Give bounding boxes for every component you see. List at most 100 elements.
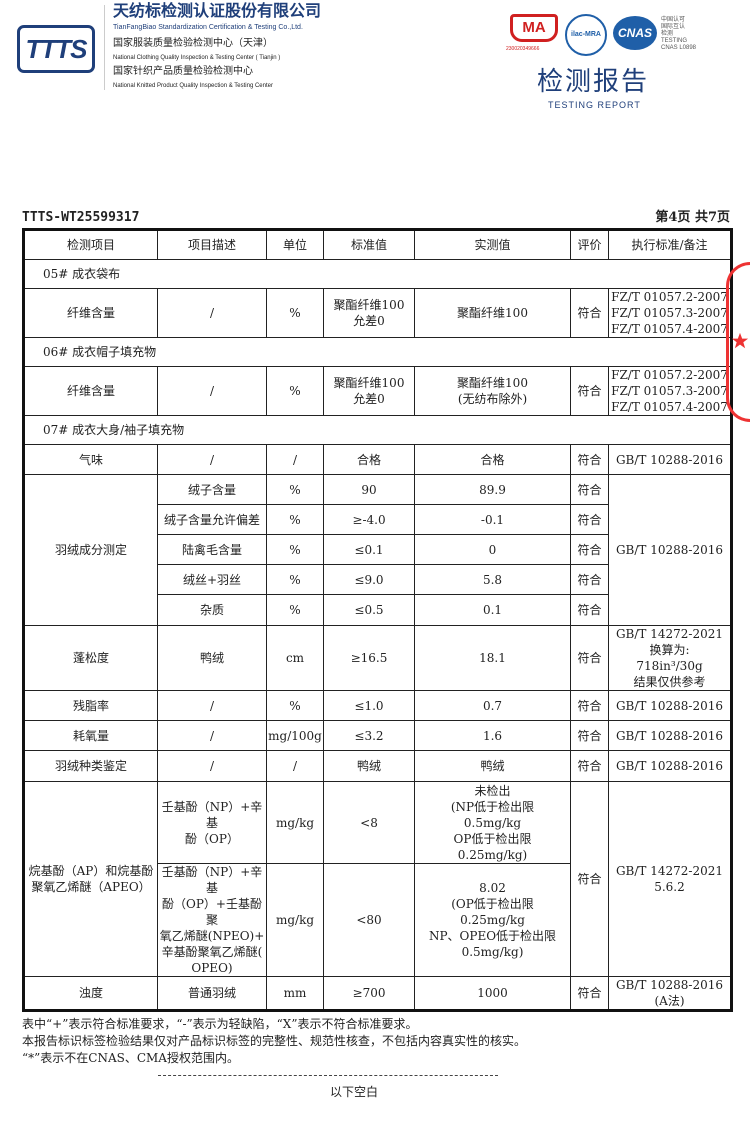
down-group-label: 羽绒成分测定 — [23, 474, 158, 626]
cell: mg/100g — [266, 720, 324, 751]
table-row: 羽绒种类鉴定 / / 鸭绒 鸭绒 符合 GB/T 10288-2016 — [23, 750, 732, 782]
cell: mm — [266, 976, 324, 1011]
cell: / — [157, 720, 267, 751]
cell: 8.02 (OP低于检出限 0.25mg/kg NP、OPEO低于检出限 0.5… — [414, 863, 571, 977]
cell: 5.8 — [414, 564, 571, 595]
cell: 绒丝+羽丝 — [157, 564, 267, 595]
apeo-group-label: 烷基酚（AP）和烷基酚 聚氧乙烯醚（APEO） — [23, 781, 158, 977]
cell: % — [266, 366, 324, 416]
table-row: 纤维含量 /% 聚酯纤维100 允差0 聚酯纤维100 (无纺布除外) 符合 FZ/T 0… — [23, 366, 732, 416]
cell: % — [266, 474, 324, 505]
cma-number: 230020349666 — [506, 46, 540, 52]
cell: 未检出 (NP低于检出限 0.5mg/kg OP低于检出限 0.25mg/kg) — [414, 781, 571, 864]
cell: FZ/T 01057.2-2007 FZ/T 01057.3-2007 FZ/T… — [608, 366, 732, 416]
cell: 绒子含量允许偏差 — [157, 504, 267, 535]
cell: ≤0.5 — [323, 594, 415, 626]
cell: mg/kg — [266, 863, 324, 977]
cell: GB/T 10288-2016 — [608, 444, 732, 475]
cell: / — [266, 750, 324, 782]
col-header: 评价 — [570, 229, 609, 260]
cell: GB/T 10288-2016 (A法) — [608, 976, 732, 1011]
cell: 鸭绒 — [414, 750, 571, 782]
table-row: 纤维含量 /% 聚酯纤维100 允差0 聚酯纤维100 符合 FZ/T 01057.2-2… — [23, 288, 732, 338]
cell: 符合 — [570, 504, 609, 535]
cell: FZ/T 01057.2-2007 FZ/T 01057.3-2007 FZ/T… — [608, 288, 732, 338]
center1-en: National Clothing Quality Inspection & T… — [113, 55, 281, 61]
col-header: 实测值 — [414, 229, 571, 260]
col-header: 项目描述 — [157, 229, 267, 260]
apeo-evaluation: 符合 — [570, 781, 609, 977]
cell: 羽绒种类鉴定 — [23, 750, 158, 782]
notes: 表中“+”表示符合标准要求，“-”表示为轻缺陷，“X”表示不符合标准要求。 本报… — [22, 1016, 730, 1067]
cell: 气味 — [23, 444, 158, 475]
divider — [104, 5, 105, 90]
report-title: 检测报告 — [537, 66, 650, 96]
cell: / — [157, 288, 267, 338]
table-row: 耗氧量 / mg/100g ≤3.2 1.6 符合 GB/T 10288-2016 — [23, 720, 732, 751]
table-row: 气味 / / 合格 合格 符合 GB/T 10288-2016 — [23, 444, 732, 475]
cell: 耗氧量 — [23, 720, 158, 751]
table-row: 残脂率 /% ≤1.0 0.7 符合 GB/T 10288-2016 — [23, 690, 732, 721]
cell: GB/T 10288-2016 — [608, 720, 732, 751]
report-number: TTTS-WT25599317 — [22, 210, 140, 225]
company-name-en: TianFangBiao Standardization Certificati… — [113, 24, 303, 31]
cell: cm — [266, 625, 324, 691]
cell: 符合 — [570, 444, 609, 475]
cell: 壬基酚（NP）+辛基 酚（OP）+壬基酚聚 氧乙烯醚(NPEO)+ 辛基酚聚氧乙… — [157, 863, 267, 977]
cell: 杂质 — [157, 594, 267, 626]
table-row: 蓬松度 鸭绒 cm ≥16.5 18.1 符合 GB/T 14272-2021 换算为: 7… — [23, 625, 732, 691]
cell: <80 — [323, 863, 415, 977]
cell: 聚酯纤维100 — [414, 288, 571, 338]
cell: 陆禽毛含量 — [157, 534, 267, 565]
table-row: 杂质% ≤0.5 0.1 符合 — [24, 594, 732, 626]
cell: 绒子含量 — [157, 474, 267, 505]
down-standard: GB/T 10288-2016 — [608, 474, 732, 626]
note: “*”表示不在CNAS、CMA授权范围内。 — [22, 1051, 239, 1065]
cell: ≤9.0 — [323, 564, 415, 595]
cell: 符合 — [570, 564, 609, 595]
cell: / — [266, 444, 324, 475]
cell: <8 — [323, 781, 415, 864]
cell: / — [157, 444, 267, 475]
cell: 90 — [323, 474, 415, 505]
cell: 浊度 — [23, 976, 158, 1011]
cell: 聚酯纤维100 允差0 — [323, 366, 415, 416]
end-divider — [158, 1075, 498, 1076]
cell: % — [266, 564, 324, 595]
cell: ≤0.1 — [323, 534, 415, 565]
table-row: 壬基酚（NP）+辛基 酚（OP）+壬基酚聚 氧乙烯醚(NPEO)+ 辛基酚聚氧乙… — [24, 863, 732, 977]
company-name-cn: 天纺标检测认证股份有限公司 — [113, 3, 322, 20]
cell: 符合 — [570, 534, 609, 565]
table-row: 烷基酚（AP）和烷基酚 聚氧乙烯醚（APEO） 壬基酚（NP）+辛基 酚（OP）… — [23, 781, 732, 977]
cell: % — [266, 534, 324, 565]
cell: GB/T 10288-2016 — [608, 750, 732, 782]
table-row: 羽绒成分测定 绒子含量 % 90 89.9 符合 GB/T 10288-2016 — [23, 474, 732, 626]
report-body: 检测项目 项目描述 单位 标准值 实测值 评价 执行标准/备注 05# 成衣袋布… — [22, 228, 733, 1100]
cell: 蓬松度 — [23, 625, 158, 691]
cell: 聚酯纤维100 允差0 — [323, 288, 415, 338]
note: 本报告标识标签检验结果仅对产品标识标签的完整性、规范性核查，不包括内容真实性的核… — [22, 1034, 527, 1048]
cell: 合格 — [414, 444, 571, 475]
cell: 壬基酚（NP）+辛基 酚（OP） — [157, 781, 267, 864]
cell: 0.7 — [414, 690, 571, 721]
cell: mg/kg — [266, 781, 324, 864]
cnas-logo: CNAS — [613, 16, 657, 50]
note: 表中“+”表示符合标准要求，“-”表示为轻缺陷，“X”表示不符合标准要求。 — [22, 1017, 418, 1031]
cell: / — [157, 690, 267, 721]
cell: ≤1.0 — [323, 690, 415, 721]
center2-cn: 国家针织产品质量检验检测中心 — [113, 66, 253, 77]
cell: / — [157, 366, 267, 416]
cell: 鸭绒 — [323, 750, 415, 782]
table-row: 陆禽毛含量% ≤0.1 0 符合 — [24, 534, 732, 565]
cell: GB/T 14272-2021 换算为: 718in³/30g 结果仅供参考 — [608, 625, 732, 691]
cell: 纤维含量 — [23, 288, 158, 338]
test-results-table: 检测项目 项目描述 单位 标准值 实测值 评价 执行标准/备注 05# 成衣袋布… — [22, 228, 733, 1012]
cnas-text: 中国认可 国际互认 检测 TESTING CNAS L0898 — [661, 17, 697, 51]
cell: 鸭绒 — [157, 625, 267, 691]
cell: / — [157, 750, 267, 782]
cell: % — [266, 504, 324, 535]
cell: 聚酯纤维100 (无纺布除外) — [414, 366, 571, 416]
section-06: 06# 成衣帽子填充物 — [23, 337, 732, 367]
section-07: 07# 成衣大身/袖子填充物 — [23, 415, 732, 445]
cell: -0.1 — [414, 504, 571, 535]
